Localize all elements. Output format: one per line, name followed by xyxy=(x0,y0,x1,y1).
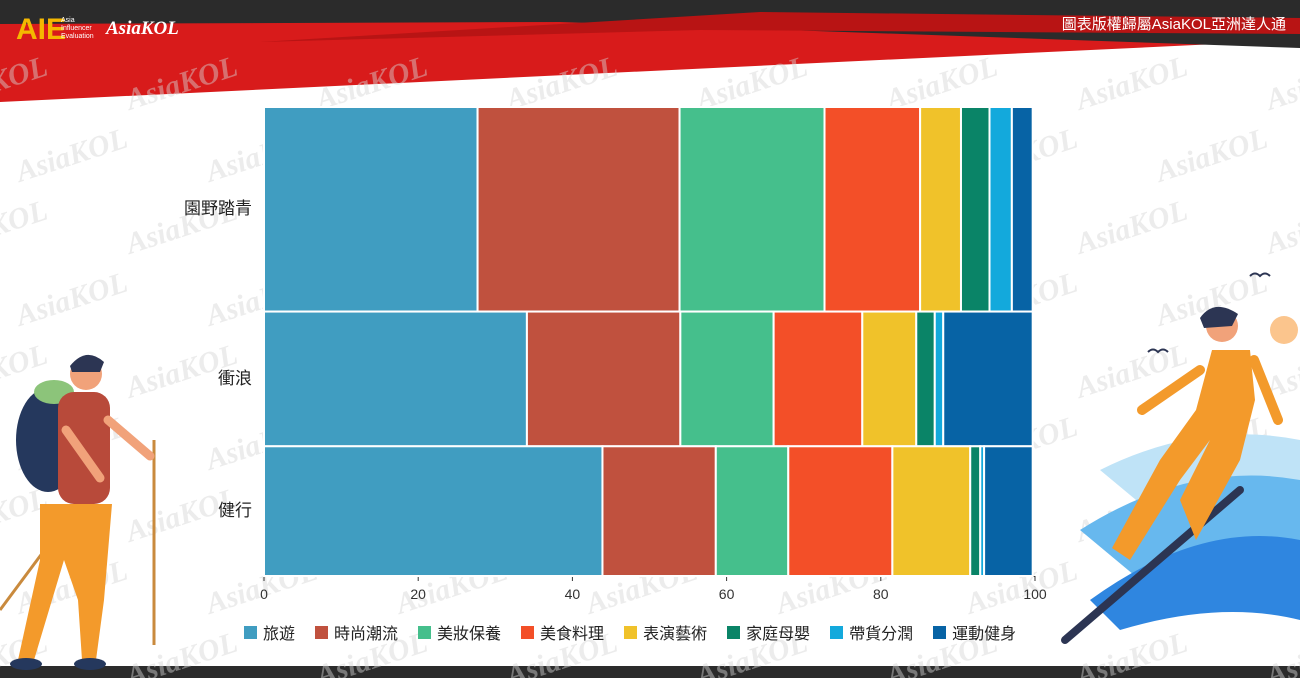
watermark-text: AsiaKOL xyxy=(0,194,52,262)
legend-item[interactable]: 運動健身 xyxy=(933,620,1016,644)
aie-logo: AIE xyxy=(16,13,67,46)
asiakol-logo: AsiaKOL xyxy=(106,18,179,39)
bar-segment[interactable] xyxy=(679,310,775,448)
watermark-text: AsiaKOL xyxy=(10,122,132,190)
legend-item[interactable]: 帶貨分潤 xyxy=(830,620,913,644)
legend-swatch xyxy=(624,625,638,639)
bar-segment[interactable] xyxy=(601,445,717,577)
bar-segment[interactable] xyxy=(969,445,982,577)
footer-bar xyxy=(0,666,1300,678)
bar-segment[interactable] xyxy=(933,310,945,448)
bar-segment[interactable] xyxy=(714,445,790,577)
category-label: 健行 xyxy=(218,501,252,521)
legend-label: 表演藝術 xyxy=(643,626,708,643)
legend-swatch xyxy=(521,625,535,639)
legend-label: 時尚潮流 xyxy=(334,626,399,643)
legend-swatch xyxy=(315,625,329,639)
aie-subtitle-line: Influencer xyxy=(61,25,92,32)
chart-legend: 旅遊 時尚潮流 美妝保養 美食料理 表演藝術 家庭母嬰 帶貨分潤 運動健身 xyxy=(244,620,1074,644)
bar-segment[interactable] xyxy=(772,310,864,448)
bar-segment[interactable] xyxy=(891,445,972,577)
copyright-notice: 圖表版權歸屬AsiaKOL亞洲達人通 xyxy=(1061,16,1286,33)
x-tick-label: 100 xyxy=(1023,586,1047,602)
legend-label: 美妝保養 xyxy=(437,626,502,643)
watermark-text: AsiaKOL xyxy=(1070,338,1192,406)
watermark-text: AsiaKOL xyxy=(1260,626,1300,678)
bar-segment[interactable] xyxy=(919,106,962,313)
bar-segment[interactable] xyxy=(861,310,918,448)
aie-subtitle-line: Evaluation xyxy=(61,33,94,40)
legend-label: 美食料理 xyxy=(540,626,605,643)
bar-segment[interactable] xyxy=(942,310,1034,448)
bar-segment[interactable] xyxy=(476,106,681,313)
legend-item[interactable]: 美食料理 xyxy=(521,620,604,644)
x-tick-label: 40 xyxy=(564,586,581,602)
watermark-text: AsiaKOL xyxy=(1150,122,1272,190)
aie-subtitle-line: Asia xyxy=(61,17,75,24)
category-label: 衝浪 xyxy=(218,368,252,388)
legend-item[interactable]: 旅遊 xyxy=(244,620,295,644)
legend-item[interactable]: 家庭母嬰 xyxy=(727,620,810,644)
watermark-text: AsiaKOL xyxy=(0,50,52,118)
bar-segment[interactable] xyxy=(787,445,894,577)
x-tick-label: 20 xyxy=(410,586,426,602)
x-tick-label: 0 xyxy=(260,586,268,602)
legend-item[interactable]: 美妝保養 xyxy=(418,620,501,644)
watermark-text: AsiaKOL xyxy=(1070,194,1192,262)
legend-swatch xyxy=(244,625,257,639)
bar-segment[interactable] xyxy=(1010,106,1034,313)
legend-item[interactable]: 表演藝術 xyxy=(624,620,707,644)
bar-segment[interactable] xyxy=(823,106,922,313)
legend-swatch xyxy=(727,625,741,639)
legend-item[interactable]: 時尚潮流 xyxy=(315,620,398,644)
x-tick-label: 80 xyxy=(873,586,889,602)
bar-segment[interactable] xyxy=(915,310,936,448)
surfer-illustration xyxy=(1061,272,1300,644)
bar-segment[interactable] xyxy=(263,310,528,448)
bar-segment[interactable] xyxy=(525,310,682,448)
watermark-text: AsiaKOL xyxy=(10,266,132,334)
bar-segment[interactable] xyxy=(263,106,479,313)
legend-label: 帶貨分潤 xyxy=(849,626,914,643)
plot-area xyxy=(263,106,1036,581)
watermark-text: AsiaKOL xyxy=(1260,50,1300,118)
legend-label: 運動健身 xyxy=(952,626,1017,643)
bar-segment[interactable] xyxy=(983,445,1034,577)
header-red-accent xyxy=(260,12,1300,42)
hiker-illustration xyxy=(0,354,156,670)
watermark-text: AsiaKOL xyxy=(1260,194,1300,262)
bar-segment[interactable] xyxy=(959,106,991,313)
bar-segment[interactable] xyxy=(263,445,604,577)
bar-segment[interactable] xyxy=(678,106,826,313)
legend-swatch xyxy=(830,625,844,639)
legend-swatch xyxy=(933,625,947,639)
aie-logo-subtitle: Asia Influencer Evaluation xyxy=(61,17,121,41)
legend-swatch xyxy=(418,625,432,639)
watermark-text: AsiaKOL xyxy=(1070,50,1192,118)
category-label: 園野踏青 xyxy=(184,199,252,219)
bar-segment[interactable] xyxy=(988,106,1013,313)
legend-label: 旅遊 xyxy=(263,626,296,643)
legend-label: 家庭母嬰 xyxy=(746,626,811,643)
x-tick-label: 60 xyxy=(718,586,735,602)
